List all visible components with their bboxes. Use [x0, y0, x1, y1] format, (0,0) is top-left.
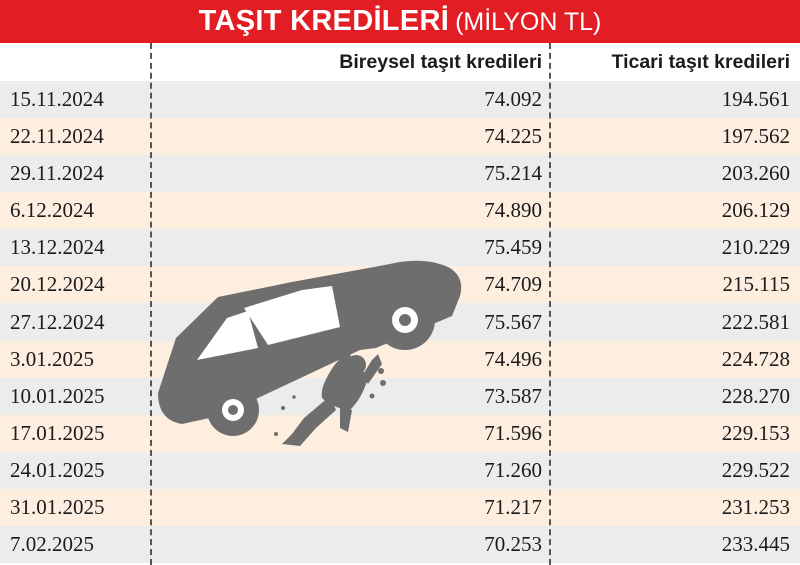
row-commercial: 215.115: [722, 272, 790, 297]
row-individual: 75.214: [484, 161, 542, 186]
row-commercial: 229.522: [721, 457, 790, 482]
table-row: 13.12.2024 75.459 210.229: [0, 229, 800, 267]
table-row: 22.11.2024 74.225 197.562: [0, 118, 800, 156]
row-date: 20.12.2024: [10, 272, 105, 297]
table-row: 3.01.2025 74.496 224.728: [0, 340, 800, 378]
row-date: 17.01.2025: [10, 420, 105, 445]
row-date: 31.01.2025: [10, 494, 105, 519]
row-date: 10.01.2025: [10, 383, 105, 408]
table-row: 29.11.2024 75.214 203.260: [0, 155, 800, 193]
row-date: 27.12.2024: [10, 309, 105, 334]
row-individual: 74.709: [484, 272, 542, 297]
table-row: 7.02.2025 70.253 233.445: [0, 525, 800, 564]
header-individual: Bireysel taşıt kredileri: [339, 50, 542, 73]
row-date: 15.11.2024: [10, 87, 104, 112]
row-individual: 71.596: [484, 420, 542, 445]
row-date: 7.02.2025: [10, 531, 94, 556]
table-row: 15.11.2024 74.092 194.561: [0, 81, 800, 119]
row-individual: 74.890: [484, 198, 542, 223]
row-individual: 73.587: [484, 383, 542, 408]
table-row: 6.12.2024 74.890 206.129: [0, 192, 800, 230]
row-individual: 71.217: [484, 494, 542, 519]
row-individual: 71.260: [484, 457, 542, 482]
row-date: 29.11.2024: [10, 161, 104, 186]
row-commercial: 197.562: [721, 124, 790, 149]
row-commercial: 224.728: [721, 346, 790, 371]
row-commercial: 194.561: [721, 87, 790, 112]
row-commercial: 231.253: [721, 494, 790, 519]
header-commercial: Ticari taşıt kredileri: [611, 50, 790, 73]
row-date: 3.01.2025: [10, 346, 94, 371]
column-separator: [549, 43, 551, 565]
row-individual: 74.225: [484, 124, 542, 149]
row-individual: 74.496: [484, 346, 542, 371]
row-date: 6.12.2024: [10, 198, 94, 223]
row-individual: 70.253: [484, 531, 542, 556]
table-row: 10.01.2025 73.587 228.270: [0, 377, 800, 415]
row-commercial: 228.270: [721, 383, 790, 408]
table-header: Bireysel taşıt kredileri Ticari taşıt kr…: [0, 43, 800, 81]
row-commercial: 203.260: [721, 161, 790, 186]
row-date: 22.11.2024: [10, 124, 104, 149]
header-date: [10, 43, 150, 81]
table-body: 15.11.2024 74.092 194.561 22.11.2024 74.225 1…: [0, 81, 800, 564]
row-commercial: 222.581: [721, 309, 790, 334]
row-date: 24.01.2025: [10, 457, 105, 482]
title-bar: TAŞIT KREDİLERİ (MİLYON TL): [0, 0, 800, 43]
row-commercial: 229.153: [721, 420, 790, 445]
table-row: 20.12.2024 74.709 215.115: [0, 266, 800, 304]
loan-table: Bireysel taşıt kredileri Ticari taşıt kr…: [0, 43, 800, 564]
row-commercial: 206.129: [721, 198, 790, 223]
column-separator: [150, 43, 152, 565]
table-row: 31.01.2025 71.217 231.253: [0, 488, 800, 526]
title-main: TAŞIT KREDİLERİ: [198, 5, 450, 37]
row-date: 13.12.2024: [10, 235, 105, 260]
table-row: 17.01.2025 71.596 229.153: [0, 414, 800, 452]
row-individual: 74.092: [484, 87, 542, 112]
row-individual: 75.567: [484, 309, 542, 334]
table-row: 27.12.2024 75.567 222.581: [0, 303, 800, 341]
title-subtitle: (MİLYON TL): [455, 8, 602, 36]
table-row: 24.01.2025 71.260 229.522: [0, 451, 800, 489]
row-commercial: 210.229: [721, 235, 790, 260]
row-individual: 75.459: [484, 235, 542, 260]
row-commercial: 233.445: [721, 531, 790, 556]
